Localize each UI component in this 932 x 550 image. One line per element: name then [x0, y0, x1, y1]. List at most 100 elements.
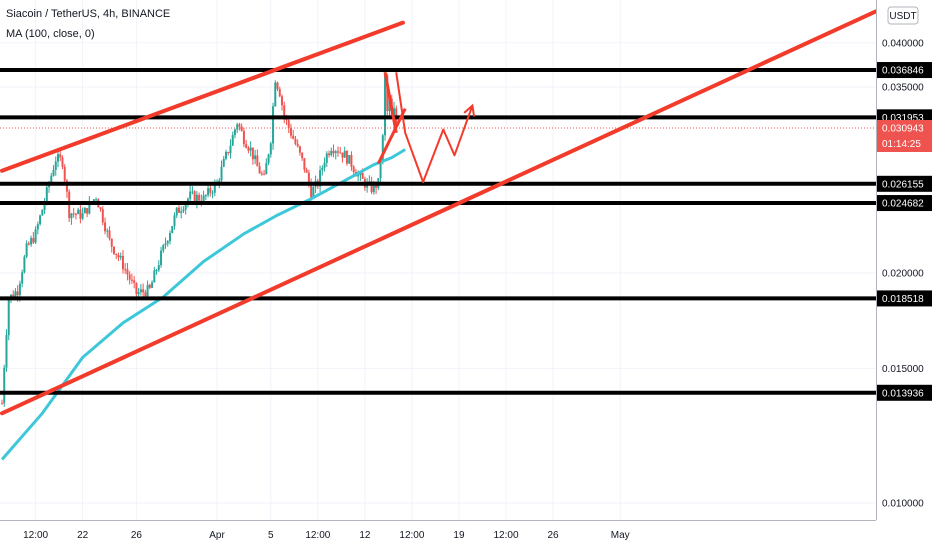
candle-body	[177, 207, 180, 213]
candle-body	[321, 167, 324, 171]
candle-body	[113, 246, 115, 254]
candle-body	[175, 207, 178, 216]
currency-label: USDT	[889, 11, 916, 22]
candle-body	[207, 188, 210, 196]
candle-body	[238, 124, 241, 127]
horizontal-levels[interactable]	[0, 68, 876, 395]
candle-body	[16, 291, 19, 296]
currency-button[interactable]: USDT	[887, 6, 919, 25]
candle-body	[137, 292, 140, 295]
candle-body	[139, 289, 142, 293]
candle-body	[298, 146, 301, 153]
candle-body	[144, 292, 147, 297]
x-tick-label: May	[611, 530, 630, 541]
candle-body	[263, 173, 266, 175]
time-axis[interactable]: 12:00 22 26 Apr 5 12:00 12 12:00 19 12:00 26 May	[0, 520, 932, 550]
wedge-lower-line[interactable]	[376, 107, 407, 165]
level-label-bg	[877, 290, 932, 307]
candle-body	[104, 222, 107, 232]
candle-body	[173, 215, 176, 227]
candle-body	[283, 105, 286, 118]
candle-body	[381, 135, 384, 163]
projection-drawings[interactable]	[376, 71, 476, 183]
candle-body	[323, 162, 326, 168]
candle-body	[289, 127, 292, 136]
candle-body	[278, 88, 281, 97]
candle-body	[189, 191, 192, 199]
candle-body	[260, 173, 263, 175]
level-label: 0.031953	[882, 113, 924, 124]
y-grid	[0, 42, 876, 504]
level-label-bg	[877, 384, 932, 401]
candle-body	[92, 199, 95, 203]
x-tick-label: 5	[268, 530, 274, 541]
x-tick-label: 12:00	[399, 530, 424, 541]
candle-body	[61, 157, 64, 167]
candle-body	[110, 238, 113, 247]
candle-body	[281, 96, 283, 106]
y-tick-label: 0.040000	[882, 38, 924, 49]
candle-body	[12, 294, 15, 298]
candle-body	[63, 166, 66, 181]
candle-body	[83, 208, 86, 214]
candle-body	[372, 183, 375, 193]
candle-body	[153, 270, 156, 283]
x-grid	[35, 0, 621, 520]
projection-path[interactable]	[395, 72, 474, 183]
candle-body	[337, 151, 339, 153]
candle-body	[233, 129, 236, 136]
wedge-upper-line[interactable]	[383, 71, 398, 134]
candle-body	[108, 230, 111, 239]
candle-body	[348, 155, 351, 164]
candle-body	[218, 180, 221, 182]
candle-body	[88, 201, 91, 214]
candle-body	[312, 186, 315, 198]
candle-body	[345, 151, 348, 164]
candle-body	[39, 215, 42, 225]
candle-body	[339, 152, 342, 154]
candle-body	[182, 209, 185, 212]
candle-body	[231, 135, 234, 146]
candle-body	[384, 75, 387, 136]
candle-body	[296, 143, 299, 147]
candle-body	[14, 291, 17, 298]
candle-body	[54, 161, 57, 170]
x-tick-label: 12:00	[23, 530, 48, 541]
level-label-bg	[877, 195, 932, 212]
channel-lower-line[interactable]	[0, 9, 878, 416]
indicator-legend[interactable]: MA (100, close, 0)	[6, 28, 95, 40]
candle-body	[330, 150, 333, 156]
candle-body	[1, 403, 3, 405]
candle-body	[99, 207, 102, 210]
current-price-label: 0.030943	[882, 123, 924, 134]
time-axis-background	[0, 520, 932, 550]
price-axis[interactable]: 0.040000 0.035000 0.020000 0.015000 0.010000…	[876, 0, 932, 550]
candle-body	[213, 182, 216, 193]
candle-body	[95, 199, 98, 201]
x-tick-label: 12	[359, 530, 371, 541]
candle-body	[386, 75, 389, 111]
candle-body	[202, 195, 205, 203]
candle-body	[32, 238, 35, 243]
candle-body	[133, 280, 136, 283]
candle-body	[332, 150, 335, 154]
candle-body	[151, 282, 154, 288]
y-tick-label: 0.020000	[882, 268, 924, 279]
channel-upper-line[interactable]	[0, 20, 405, 173]
candle-body	[352, 166, 355, 173]
trend-channel[interactable]	[0, 9, 878, 416]
candle-body	[180, 211, 183, 213]
y-tick-label: 0.035000	[882, 83, 924, 94]
x-tick-label: 26	[131, 530, 143, 541]
candle-body	[79, 209, 82, 219]
candle-body	[292, 135, 295, 139]
candle-body	[198, 194, 201, 201]
candle-body	[242, 130, 245, 145]
candle-body	[169, 233, 171, 242]
candle-body	[119, 255, 122, 258]
level-label: 0.036846	[882, 66, 924, 77]
candle-body	[171, 226, 174, 234]
candle-body	[209, 188, 212, 193]
candle-body	[258, 166, 261, 174]
